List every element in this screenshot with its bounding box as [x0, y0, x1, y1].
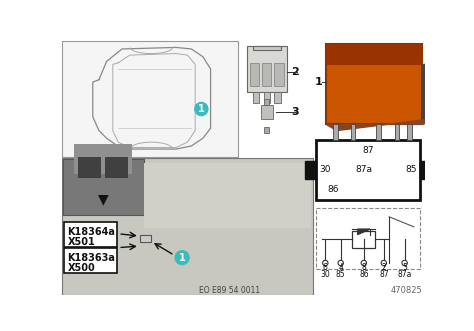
Bar: [407, 124, 411, 140]
Text: 30: 30: [319, 166, 331, 174]
Bar: [74, 144, 132, 174]
Bar: [253, 92, 259, 103]
Bar: [326, 44, 422, 124]
Bar: [264, 127, 269, 133]
Text: 470825: 470825: [391, 286, 423, 295]
Bar: [262, 63, 272, 86]
FancyBboxPatch shape: [64, 248, 118, 273]
Bar: [144, 163, 311, 228]
Text: X501: X501: [67, 237, 95, 247]
Polygon shape: [358, 229, 370, 235]
Bar: [333, 124, 337, 140]
Text: 1: 1: [179, 253, 185, 262]
Bar: [316, 140, 420, 200]
Text: 87a: 87a: [356, 166, 372, 174]
Circle shape: [195, 103, 208, 116]
Text: 8: 8: [362, 263, 366, 272]
Circle shape: [338, 260, 343, 266]
Text: 4: 4: [338, 263, 343, 272]
Bar: [264, 92, 270, 103]
Bar: [376, 124, 381, 140]
Bar: [351, 124, 356, 140]
Bar: [274, 63, 284, 86]
Bar: [274, 92, 281, 103]
Bar: [63, 159, 144, 215]
Text: 2: 2: [382, 263, 386, 272]
Text: 1: 1: [198, 104, 205, 114]
Bar: [78, 157, 101, 178]
Bar: [250, 63, 259, 86]
Text: 85: 85: [336, 270, 346, 279]
Text: 85: 85: [405, 166, 417, 174]
Text: ▼: ▼: [98, 192, 108, 206]
Bar: [326, 44, 422, 65]
Bar: [105, 157, 128, 178]
Text: 87: 87: [362, 146, 374, 155]
Polygon shape: [326, 118, 436, 131]
Text: EO E89 54 0011: EO E89 54 0011: [199, 286, 260, 295]
Text: 5: 5: [402, 263, 407, 272]
Bar: [62, 41, 237, 157]
Bar: [420, 161, 431, 179]
Bar: [247, 46, 287, 92]
Bar: [316, 208, 420, 269]
Polygon shape: [422, 61, 436, 124]
Bar: [62, 158, 313, 295]
Circle shape: [402, 260, 407, 266]
Bar: [395, 124, 399, 140]
Bar: [305, 161, 316, 179]
Text: X500: X500: [67, 263, 95, 273]
Text: 87a: 87a: [397, 270, 412, 279]
Bar: [264, 99, 269, 105]
Text: K18364a: K18364a: [67, 227, 115, 237]
Text: 30: 30: [320, 270, 330, 279]
Bar: [352, 231, 375, 248]
Bar: [253, 46, 281, 50]
FancyBboxPatch shape: [64, 222, 118, 247]
Circle shape: [175, 251, 189, 264]
Text: 86: 86: [327, 185, 339, 194]
Text: 3: 3: [292, 107, 299, 117]
Bar: [140, 235, 151, 242]
Circle shape: [361, 260, 366, 266]
Text: 2: 2: [292, 67, 299, 77]
Text: 87: 87: [379, 270, 389, 279]
Text: 1: 1: [314, 77, 322, 87]
Text: 86: 86: [359, 270, 369, 279]
Circle shape: [323, 260, 328, 266]
Text: K18363a: K18363a: [67, 254, 115, 263]
Bar: [261, 105, 273, 119]
Circle shape: [381, 260, 386, 266]
Text: 6: 6: [323, 263, 328, 272]
